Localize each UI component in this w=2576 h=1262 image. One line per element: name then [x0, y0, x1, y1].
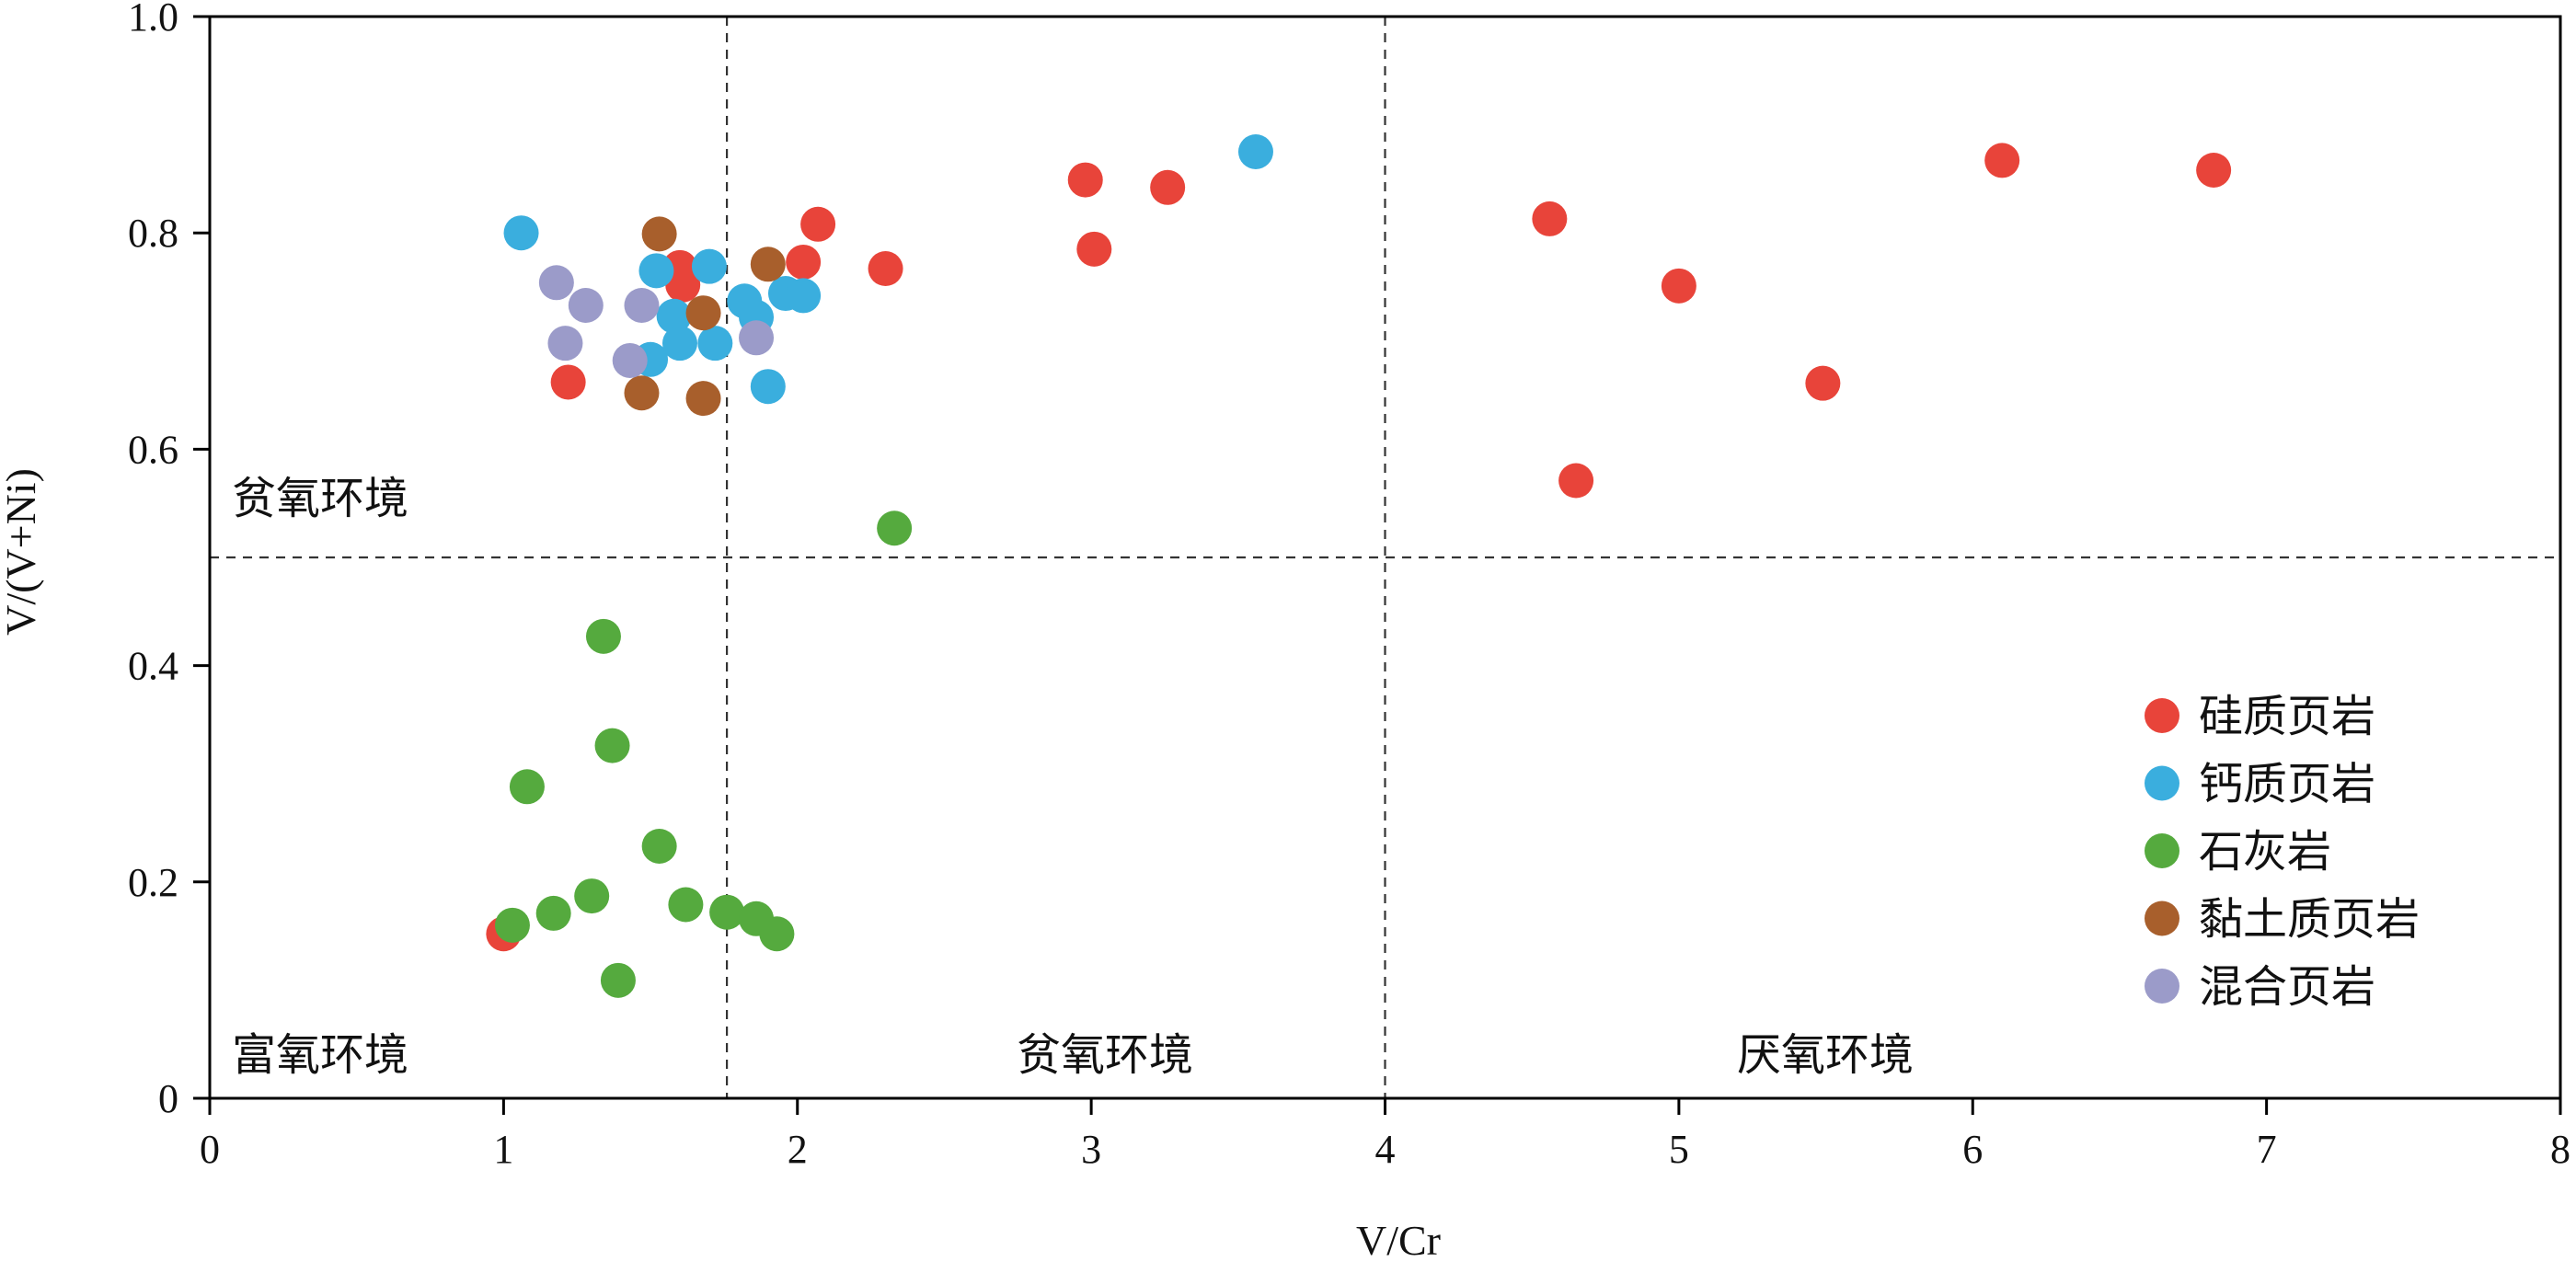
data-point [786, 278, 822, 314]
zone-label-bottom-left: 富氧环境 [232, 1029, 408, 1081]
data-point [574, 878, 610, 914]
data-point [1661, 268, 1696, 304]
legend-marker [2145, 765, 2179, 801]
zone-labels: 贫氧环境 富氧环境 贫氧环境 厌氧环境 [232, 473, 1914, 1081]
data-point [691, 248, 727, 284]
data-point [638, 253, 674, 289]
legend-label: 硅质页岩 [2199, 691, 2375, 742]
axes: 0 1 2 3 4 5 6 7 8 0 0.2 0.4 0.6 0.8 1.0 [128, 0, 2570, 1172]
legend-marker [2145, 901, 2179, 936]
data-point [750, 247, 786, 282]
data-point [641, 828, 677, 864]
data-point [665, 267, 701, 303]
data-point [739, 320, 775, 356]
data-point [750, 369, 786, 405]
y-tick-label: 0 [158, 1076, 178, 1121]
data-point [759, 916, 795, 952]
x-tick-label: 3 [1081, 1127, 1101, 1172]
data-point [697, 326, 733, 361]
data-point [868, 251, 903, 287]
data-point [585, 618, 621, 654]
data-point [509, 769, 545, 805]
data-point [568, 287, 604, 323]
data-point [494, 907, 530, 943]
series-4 [624, 216, 786, 417]
y-tick-label: 0.8 [128, 211, 178, 256]
y-axis-title: V/(V+Ni) [0, 468, 44, 636]
x-tick-label: 5 [1669, 1127, 1689, 1172]
data-point [877, 511, 913, 546]
zone-label-bottom-middle: 贫氧环境 [1017, 1029, 1193, 1081]
data-point [1237, 134, 1273, 169]
data-points [486, 134, 2232, 998]
data-point [547, 326, 583, 361]
data-point [503, 215, 539, 251]
x-tick-label: 6 [1962, 1127, 1983, 1172]
data-point [624, 375, 660, 411]
legend-marker [2145, 833, 2179, 868]
series-3 [494, 511, 913, 998]
data-point [1558, 463, 1594, 499]
data-point [1076, 231, 1112, 267]
data-point [685, 295, 721, 331]
legend-label: 石灰岩 [2199, 826, 2331, 878]
x-tick-label: 2 [788, 1127, 808, 1172]
zone-label-bottom-right: 厌氧环境 [1737, 1029, 1914, 1081]
data-point [612, 342, 648, 378]
zone-label-top-left: 贫氧环境 [232, 473, 408, 524]
data-point [550, 364, 586, 400]
x-tick-label: 7 [2257, 1127, 2277, 1172]
data-point [624, 287, 660, 323]
data-point [1805, 365, 1841, 401]
data-point [800, 206, 836, 242]
data-point [594, 728, 630, 763]
series-1 [486, 143, 2232, 952]
data-point [1532, 201, 1568, 236]
data-point [1150, 169, 1186, 205]
legend-label: 混合页岩 [2199, 961, 2375, 1013]
series-2 [503, 134, 1273, 405]
y-tick-label: 0.6 [128, 427, 178, 472]
x-tick-label: 8 [2550, 1127, 2570, 1172]
data-point [535, 895, 571, 931]
x-tick-label: 0 [200, 1127, 220, 1172]
x-tick-label: 4 [1375, 1127, 1396, 1172]
data-point [641, 216, 677, 252]
legend-marker [2145, 698, 2179, 733]
data-point [668, 887, 704, 923]
legend-label: 钙质页岩 [2199, 759, 2375, 810]
y-tick-label: 1.0 [128, 0, 178, 40]
data-point [1984, 143, 2020, 178]
data-point [656, 298, 692, 334]
y-tick-label: 0.4 [128, 644, 178, 689]
x-axis-title: V/Cr [1356, 1217, 1441, 1262]
y-tick-label: 0.2 [128, 860, 178, 905]
data-point [786, 244, 822, 280]
data-point [709, 894, 745, 930]
data-point [685, 381, 721, 417]
x-tick-label: 1 [493, 1127, 513, 1172]
data-point [662, 326, 697, 361]
series-5 [538, 265, 775, 378]
data-point [538, 265, 574, 301]
data-point [2196, 152, 2232, 188]
data-point [600, 962, 636, 998]
data-point [1067, 162, 1103, 198]
legend-label: 黏土质页岩 [2199, 894, 2420, 946]
legend-marker [2145, 969, 2179, 1004]
